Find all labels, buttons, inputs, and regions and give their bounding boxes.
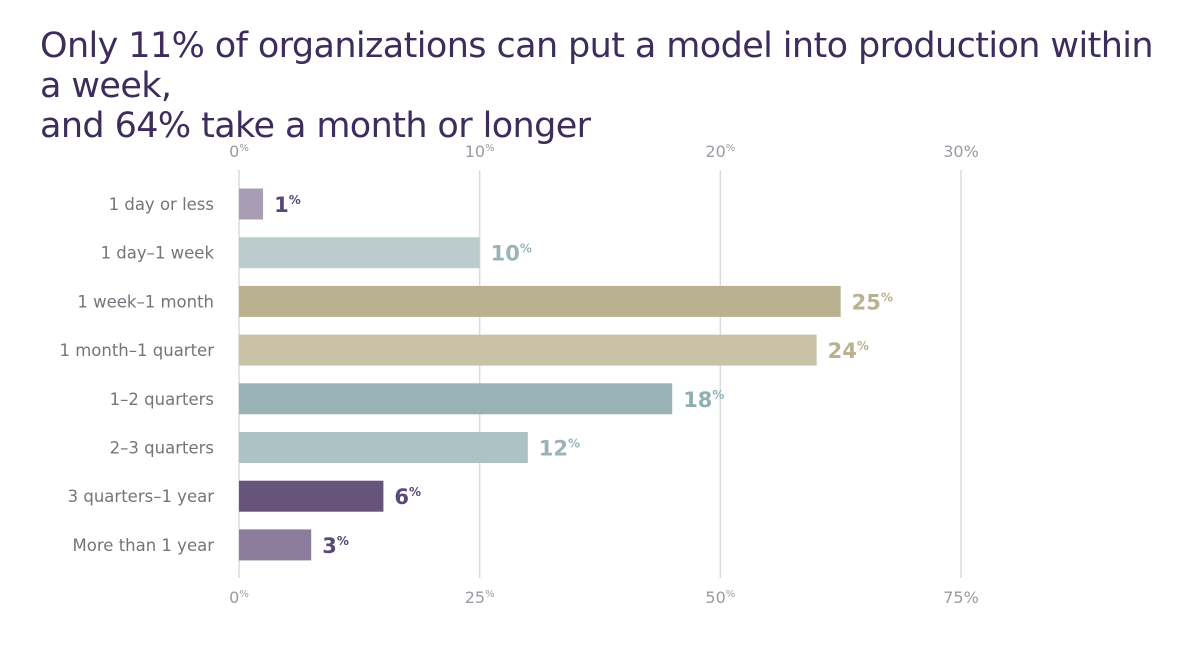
data-label: 12% (539, 437, 580, 461)
data-label: 25% (852, 290, 893, 314)
category-label: 2–3 quarters (110, 439, 214, 458)
bar (239, 334, 817, 366)
data-label: 10% (491, 242, 532, 266)
data-label: 1% (274, 193, 301, 217)
category-label: 1 day or less (109, 195, 214, 214)
data-label: 18% (683, 388, 724, 412)
top-axis-tick-label-2: 20% (705, 142, 735, 161)
category-label: 1–2 quarters (110, 390, 214, 409)
data-label: 24% (828, 339, 869, 363)
bottom-axis-tick-label-3: 75% (943, 588, 979, 607)
top-axis-tick-label-0: 0% (229, 142, 249, 161)
bottom-axis-tick-label-0: 0% (229, 588, 249, 607)
bar (239, 480, 384, 512)
bar (239, 432, 528, 463)
data-label: 3% (322, 534, 349, 558)
category-label: More than 1 year (73, 536, 215, 555)
chart-title-line-2: and 64% take a month or longer (40, 106, 591, 146)
category-label: 1 day–1 week (101, 244, 215, 263)
top-axis-tick-label-1: 10% (465, 142, 495, 161)
bar (239, 237, 480, 269)
chart-title-line-1: Only 11% of organizations can put a mode… (40, 26, 1154, 106)
chart-title: Only 11% of organizations can put a mode… (40, 26, 1170, 146)
bottom-axis-tick-label-1: 25% (465, 588, 495, 607)
bar (239, 383, 673, 415)
bar (239, 188, 264, 220)
bar (239, 529, 312, 561)
top-axis-tick-label-3: 30% (943, 142, 979, 161)
category-label: 1 month–1 quarter (59, 341, 214, 360)
category-label: 1 week–1 month (77, 292, 214, 311)
bottom-axis-tick-label-2: 50% (705, 588, 735, 607)
bar (239, 285, 841, 317)
category-label: 3 quarters–1 year (68, 487, 215, 506)
data-label: 6% (394, 485, 421, 509)
